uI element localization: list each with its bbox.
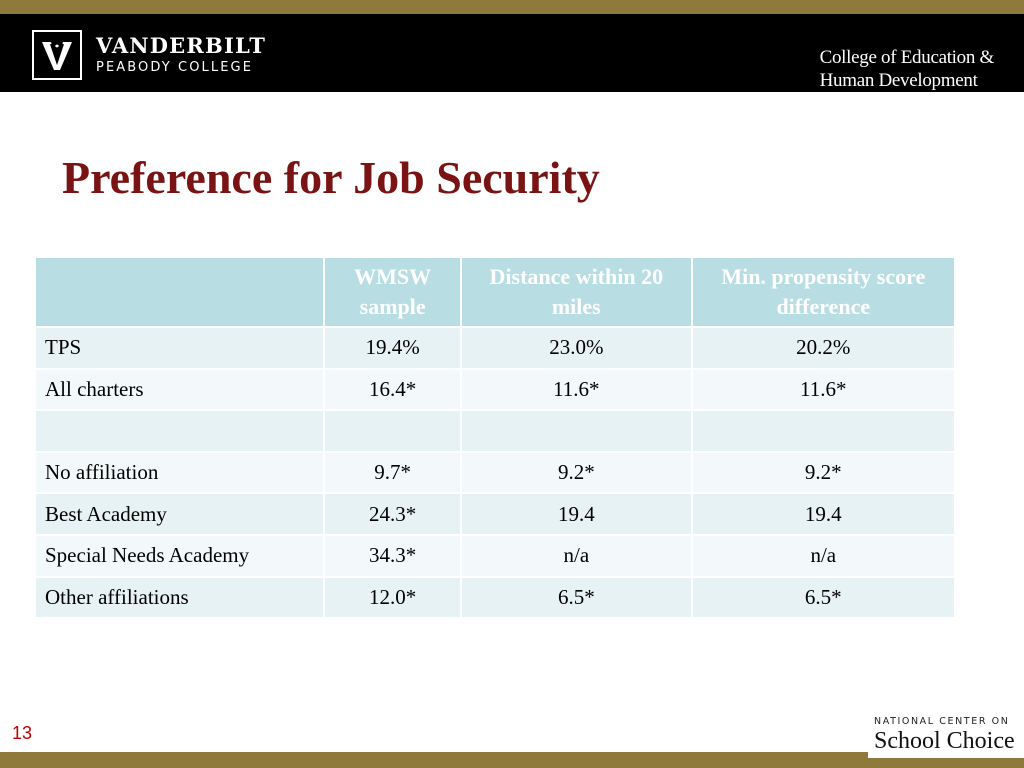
- table-row: Other affiliations 12.0* 6.5* 6.5*: [33, 575, 957, 620]
- school-choice-logo-bottom: School Choice: [874, 728, 1015, 754]
- table-row: Special Needs Academy 34.3* n/a n/a: [33, 533, 957, 578]
- table-row: All charters 16.4* 11.6* 11.6*: [33, 367, 957, 412]
- cell-wmsw: [323, 409, 463, 453]
- cell-distance: [460, 409, 693, 453]
- table-row: Best Academy 24.3* 19.4 19.4: [33, 492, 957, 536]
- table-header-row: WMSW sample Distance within 20 miles Min…: [33, 256, 957, 328]
- cell-distance: 23.0%: [460, 326, 693, 370]
- cell-propensity: [690, 409, 957, 453]
- vanderbilt-logo: VANDERBILT PEABODY COLLEGE: [32, 30, 266, 80]
- school-choice-logo: NATIONAL CENTER ON School Choice: [868, 710, 1024, 758]
- college-name: College of Education & Human Development: [819, 46, 995, 92]
- cell-wmsw: 24.3*: [323, 492, 463, 536]
- logo-name: VANDERBILT: [96, 33, 267, 58]
- slide-title: Preference for Job Security: [62, 152, 600, 203]
- column-header-empty: [33, 256, 326, 328]
- column-header-distance: Distance within 20 miles: [460, 256, 693, 328]
- row-label: TPS: [33, 326, 326, 370]
- cell-wmsw: 19.4%: [323, 326, 463, 370]
- vanderbilt-v-oak-leaf-icon: [32, 30, 82, 80]
- cell-propensity: 6.5*: [690, 575, 957, 620]
- row-label: Best Academy: [33, 492, 326, 536]
- cell-distance: 6.5*: [460, 575, 693, 620]
- row-label: All charters: [33, 367, 326, 412]
- college-line-1: College of Education &: [819, 47, 995, 68]
- row-label: Other affiliations: [33, 575, 326, 620]
- column-header-propensity: Min. propensity score difference: [690, 256, 957, 328]
- cell-wmsw: 16.4*: [323, 367, 463, 412]
- header-band: VANDERBILT PEABODY COLLEGE College of Ed…: [0, 14, 1024, 92]
- cell-distance: 19.4: [460, 492, 693, 536]
- cell-propensity: 20.2%: [690, 326, 957, 370]
- cell-distance: 9.2*: [460, 450, 693, 495]
- row-label: Special Needs Academy: [33, 533, 326, 578]
- cell-propensity: n/a: [690, 533, 957, 578]
- cell-distance: n/a: [460, 533, 693, 578]
- page-number: 13: [12, 723, 33, 743]
- cell-distance: 11.6*: [460, 367, 693, 412]
- cell-wmsw: 34.3*: [323, 533, 463, 578]
- table-row: TPS 19.4% 23.0% 20.2%: [33, 326, 957, 370]
- column-header-wmsw-sample: WMSW sample: [323, 256, 463, 328]
- college-line-2: Human Development: [819, 70, 978, 91]
- job-security-table: WMSW sample Distance within 20 miles Min…: [33, 256, 957, 620]
- cell-propensity: 9.2*: [690, 450, 957, 495]
- cell-wmsw: 9.7*: [323, 450, 463, 495]
- table-row-empty: [33, 409, 957, 453]
- table-row: No affiliation 9.7* 9.2* 9.2*: [33, 450, 957, 495]
- cell-propensity: 19.4: [690, 492, 957, 536]
- top-accent-stripe: [0, 0, 1024, 14]
- row-label: [33, 409, 326, 453]
- row-label: No affiliation: [33, 450, 326, 495]
- cell-propensity: 11.6*: [690, 367, 957, 412]
- bottom-accent-stripe: [0, 752, 1024, 768]
- cell-wmsw: 12.0*: [323, 575, 463, 620]
- school-choice-logo-top: NATIONAL CENTER ON: [874, 716, 1010, 727]
- logo-subtitle: PEABODY COLLEGE: [96, 60, 254, 75]
